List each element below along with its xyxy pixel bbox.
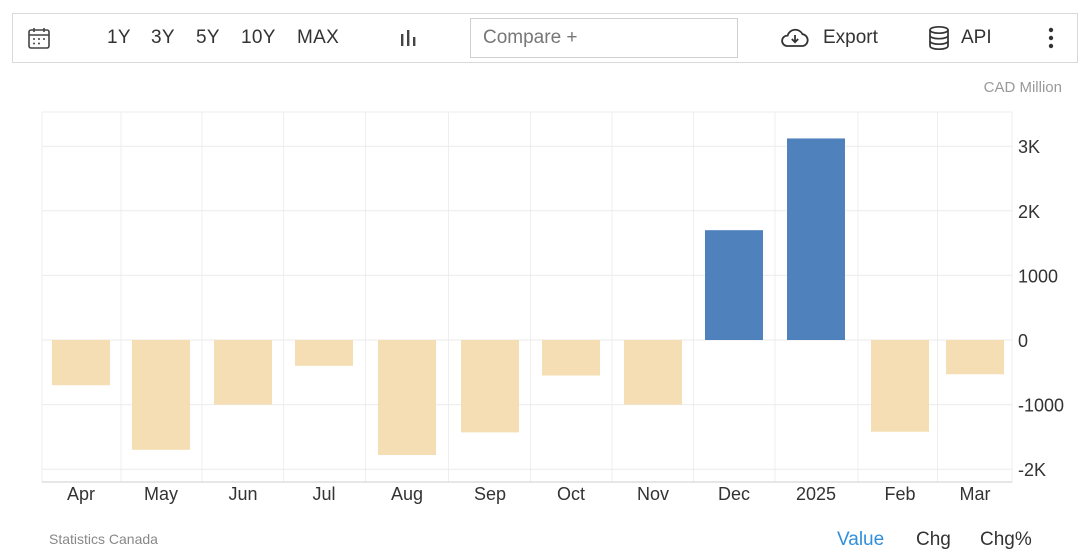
more-vertical-icon[interactable] xyxy=(1047,14,1055,62)
bar-aug xyxy=(378,340,436,455)
api-label: API xyxy=(961,27,992,48)
range-1y-button[interactable]: 1Y xyxy=(107,27,131,48)
cloud-download-icon xyxy=(779,27,811,49)
export-label: Export xyxy=(823,27,878,48)
bar-oct xyxy=(542,340,600,376)
bar-jun xyxy=(214,340,272,405)
bar-may xyxy=(132,340,190,450)
x-tick-label: May xyxy=(144,484,178,504)
range-3y-button[interactable]: 3Y xyxy=(151,27,175,48)
y-tick-label: 2K xyxy=(1018,202,1040,222)
bar-jul xyxy=(295,340,353,366)
compare-input[interactable] xyxy=(470,18,738,58)
x-tick-label: Feb xyxy=(884,484,915,504)
range-5y-button[interactable]: 5Y xyxy=(196,27,220,48)
bar-apr xyxy=(52,340,110,386)
export-button[interactable]: Export xyxy=(779,14,878,62)
bar-chart: 3K 2K 1000 0 -1000 -2K Apr May Jun Jul Aug Sep Oct No… xyxy=(41,111,1064,504)
database-icon xyxy=(928,25,950,51)
x-tick-label: Oct xyxy=(557,484,585,504)
y-tick-label: -1000 xyxy=(1018,396,1064,416)
bar-2025 xyxy=(787,138,845,340)
x-tick-label: Jul xyxy=(312,484,335,504)
calendar-icon[interactable] xyxy=(27,14,51,62)
source-label: Statistics Canada xyxy=(49,531,158,547)
x-tick-label: Nov xyxy=(637,484,669,504)
range-10y-button[interactable]: 10Y xyxy=(241,27,276,48)
bar-feb xyxy=(871,340,929,432)
y-tick-label: 1000 xyxy=(1018,266,1058,286)
mode-chg-pct-button[interactable]: Chg% xyxy=(980,529,1032,550)
x-tick-label: Aug xyxy=(391,484,423,504)
y-tick-label: -2K xyxy=(1018,460,1046,480)
bar-dec xyxy=(705,230,763,340)
bar-mar xyxy=(946,340,1004,375)
bar-chart-icon[interactable] xyxy=(399,14,419,62)
x-tick-label: Mar xyxy=(960,484,991,504)
x-tick-label: 2025 xyxy=(796,484,836,504)
bar-sep xyxy=(461,340,519,433)
x-tick-label: Sep xyxy=(474,484,506,504)
x-tick-label: Dec xyxy=(718,484,750,504)
x-tick-label: Jun xyxy=(228,484,257,504)
chart-toolbar: 1Y 3Y 5Y 10Y MAX Export xyxy=(12,13,1078,63)
unit-label: CAD Million xyxy=(983,79,1062,96)
mode-value-button[interactable]: Value xyxy=(837,529,885,550)
mode-chg-button[interactable]: Chg xyxy=(916,529,951,550)
y-tick-label: 0 xyxy=(1018,331,1028,351)
x-tick-label: Apr xyxy=(67,484,95,504)
y-tick-label: 3K xyxy=(1018,137,1040,157)
range-max-button[interactable]: MAX xyxy=(297,27,340,48)
api-button[interactable]: API xyxy=(928,14,992,62)
bar-nov xyxy=(624,340,682,405)
